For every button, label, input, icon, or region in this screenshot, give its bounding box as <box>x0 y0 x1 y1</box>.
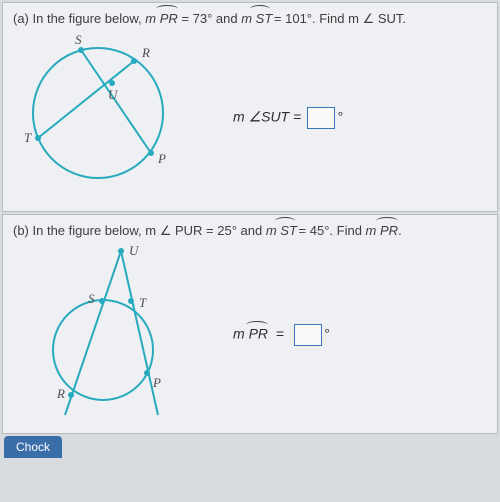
svg-text:U: U <box>129 245 140 258</box>
svg-text:R: R <box>56 386 65 401</box>
arc-overline-icon <box>275 217 295 225</box>
find-a: m ∠ SUT <box>348 11 402 26</box>
arc1-var: PR <box>160 11 178 26</box>
svg-text:P: P <box>157 151 166 166</box>
deg-b: ° <box>324 326 330 342</box>
answer-input-a[interactable] <box>307 107 335 129</box>
question-b: (b) In the figure below, m ∠ PUR = 25° a… <box>13 223 487 239</box>
arc2-val: 101° <box>285 11 312 26</box>
svg-text:S: S <box>88 291 95 306</box>
arc-overline-icon <box>246 321 268 329</box>
answer-input-b[interactable] <box>294 324 322 346</box>
arc-overline-icon <box>156 5 178 13</box>
angle-var: m ∠ PUR <box>145 223 202 238</box>
answer-b: m PR = ° <box>233 324 329 346</box>
question-a: (a) In the figure below, m PR = 73° and … <box>13 11 487 27</box>
part-a-panel: (a) In the figure below, m PR = 73° and … <box>2 2 498 212</box>
svg-text:T: T <box>24 130 32 145</box>
q-prefix: In the figure below, <box>33 11 146 26</box>
angle-val: 25° <box>217 223 237 238</box>
check-button[interactable]: Chock <box>4 436 62 458</box>
figure-b: U S T R P <box>13 245 203 425</box>
answer-a: m ∠SUT = ° <box>233 107 343 129</box>
part-label-b: (b) <box>13 223 29 238</box>
arcb-var: ST <box>280 223 297 238</box>
part-label: (a) <box>13 11 29 26</box>
answer-label-a: m ∠SUT = <box>233 109 301 125</box>
svg-text:T: T <box>139 295 147 310</box>
arc-overline-icon <box>250 5 270 13</box>
svg-text:P: P <box>152 375 161 390</box>
svg-text:S: S <box>75 33 82 47</box>
part-b-panel: (b) In the figure below, m ∠ PUR = 25° a… <box>2 214 498 434</box>
svg-text:R: R <box>141 45 150 60</box>
arc1-val: 73° <box>193 11 213 26</box>
deg-a: ° <box>337 109 343 125</box>
arc2-var: ST <box>256 11 273 26</box>
arc-overline-icon <box>376 217 398 225</box>
find-var-b: PR <box>380 223 398 238</box>
svg-text:U: U <box>108 87 119 102</box>
arcb-val: 45° <box>310 223 330 238</box>
q-prefix-b: In the figure below, <box>33 223 146 238</box>
figure-row-b: U S T R P m PR = ° <box>13 245 487 425</box>
figure-a: S R U T P <box>13 33 203 203</box>
figure-row-a: S R U T P m ∠SUT = ° <box>13 33 487 203</box>
